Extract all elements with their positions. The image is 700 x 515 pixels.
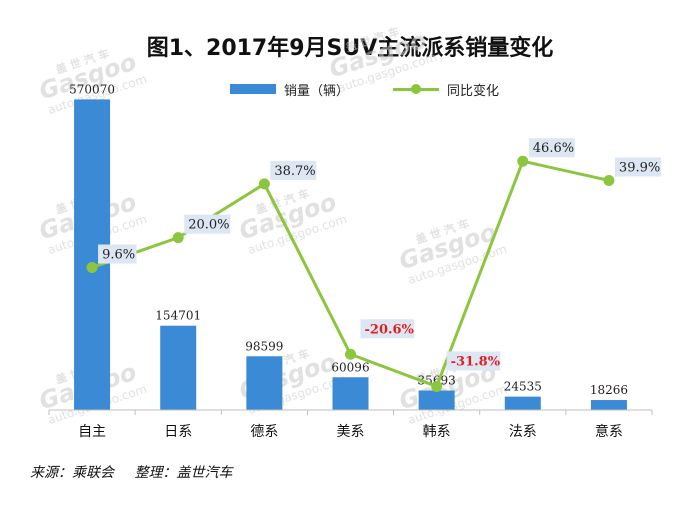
yoy-point <box>431 380 443 392</box>
x-tick-label: 美系 <box>337 424 365 440</box>
bar <box>590 400 627 410</box>
bar <box>246 356 283 410</box>
yoy-label-box <box>446 351 501 371</box>
bar <box>418 390 455 410</box>
bar-value-label: 570070 <box>69 82 115 96</box>
legend-label-yoy: 同比变化 <box>447 83 500 99</box>
yoy-value-label: -20.6% <box>365 322 415 337</box>
yoy-label-box <box>614 157 661 177</box>
x-tick-label: 法系 <box>509 424 537 440</box>
bar-value-label: 24535 <box>504 380 542 394</box>
bar <box>160 325 197 410</box>
yoy-label-box <box>184 214 231 234</box>
bar-value-label: 60096 <box>331 360 369 374</box>
yoy-label-box <box>98 244 137 264</box>
yoy-value-label: 46.6% <box>533 141 574 156</box>
yoy-point <box>345 348 356 360</box>
editor-label: 整理：盖世汽车 <box>134 465 233 481</box>
chart-title: 图1、2017年9月SUV主流派系销量变化 <box>146 36 554 61</box>
bar <box>332 377 369 410</box>
source-note: 来源：乘联会 整理：盖世汽车 <box>30 462 248 482</box>
yoy-value-label: 38.7% <box>274 164 315 179</box>
x-tick-label: 意系 <box>595 423 623 440</box>
yoy-value-label: 9.6% <box>102 248 135 263</box>
legend-line-swatch <box>393 83 440 95</box>
yoy-point <box>603 174 615 186</box>
yoy-value-label: -31.8% <box>451 354 501 369</box>
yoy-point <box>86 262 98 274</box>
x-tick-label: 德系 <box>250 424 278 440</box>
bar-value-label: 98599 <box>245 339 283 353</box>
source-label: 来源：乘联会 <box>30 465 114 481</box>
legend-bar-swatch <box>230 84 276 94</box>
x-tick-label: 自主 <box>78 424 106 440</box>
yoy-label-box <box>270 160 317 180</box>
yoy-value-label: 39.9% <box>619 160 660 175</box>
yoy-label-box <box>360 319 415 339</box>
yoy-point <box>258 178 270 190</box>
legend: 销量（辆） 同比变化 <box>230 78 543 100</box>
yoy-value-label: 20.0% <box>188 218 229 233</box>
legend-item-yoy: 同比变化 <box>393 80 499 99</box>
legend-item-sales: 销量（辆） <box>230 80 349 99</box>
bar <box>504 396 541 410</box>
yoy-label-box <box>528 138 575 158</box>
legend-label-sales: 销量（辆） <box>284 83 350 99</box>
x-tick-label: 韩系 <box>423 424 451 440</box>
x-tick-label: 日系 <box>164 424 192 440</box>
bar-value-label: 18266 <box>590 383 628 397</box>
yoy-point <box>172 232 184 244</box>
yoy-point <box>517 155 529 167</box>
bar-value-label: 154701 <box>155 309 201 323</box>
